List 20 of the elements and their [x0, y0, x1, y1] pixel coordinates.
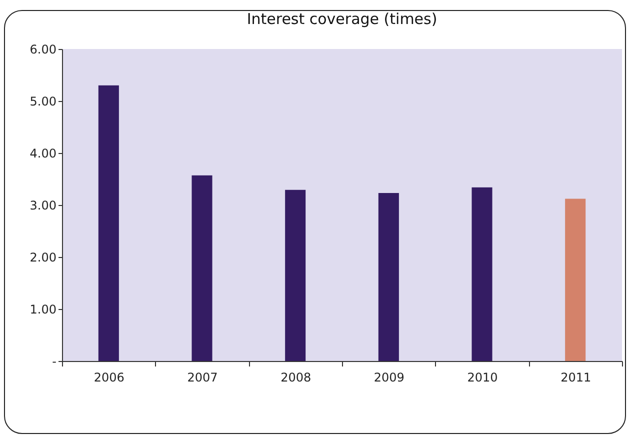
- y-tick-label: 5.00: [30, 94, 56, 108]
- bar: [285, 190, 306, 361]
- y-tick-label: 2.00: [30, 250, 56, 264]
- y-tick-label: 6.00: [30, 42, 56, 56]
- bar: [565, 198, 586, 361]
- x-tick-label: 2006: [94, 370, 124, 384]
- bar: [192, 175, 212, 361]
- bar: [98, 85, 119, 361]
- x-tick-label: 2008: [280, 370, 312, 384]
- x-tick-label: 2009: [374, 370, 404, 384]
- y-tick-label: 1.00: [30, 302, 56, 316]
- x-tick-label: 2010: [467, 370, 498, 384]
- x-tick-label: 2011: [560, 370, 592, 384]
- y-tick-label: 3.00: [30, 198, 56, 212]
- y-tick-label: 4.00: [30, 146, 56, 160]
- y-tick-label: -: [52, 354, 56, 368]
- bar: [378, 193, 399, 361]
- x-tick-label: 2007: [187, 370, 218, 384]
- chart-title: Interest coverage (times): [246, 10, 438, 28]
- bar: [472, 187, 492, 361]
